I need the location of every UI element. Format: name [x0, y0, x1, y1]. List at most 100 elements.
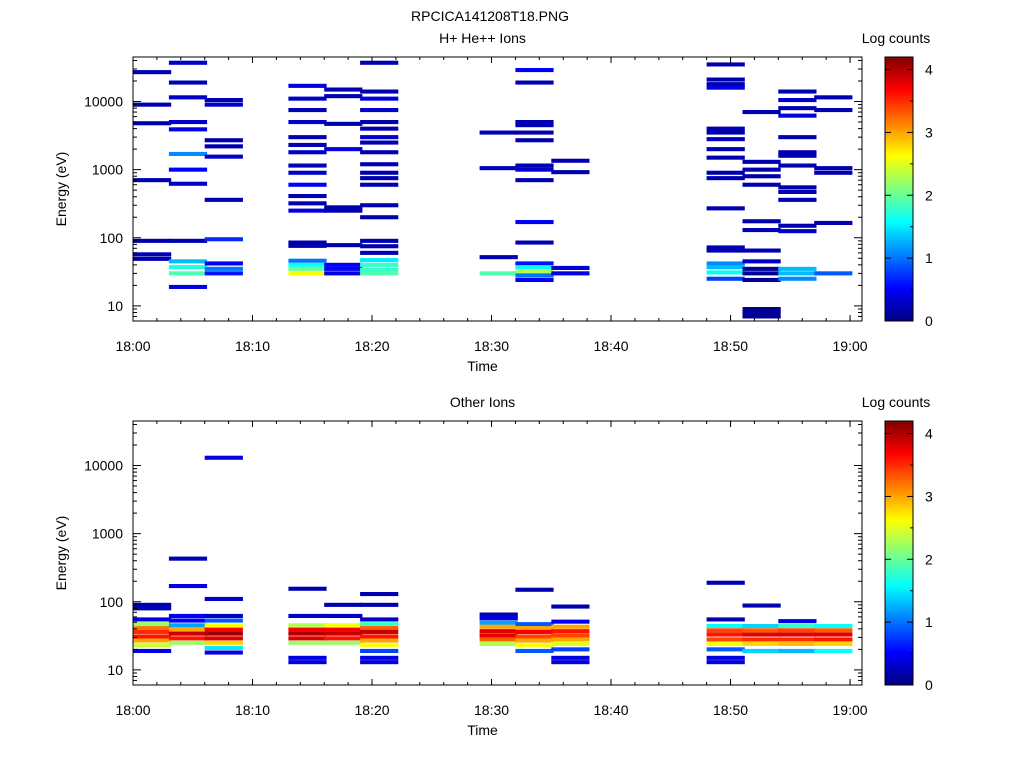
heatmap-cell	[814, 624, 853, 629]
heatmap-cell	[778, 628, 817, 633]
heatmap-cell	[515, 178, 554, 183]
heatmap-cell	[168, 181, 208, 186]
heatmap-cell	[742, 259, 781, 264]
heatmap-cell	[204, 645, 243, 650]
heatmap-cell	[204, 98, 243, 103]
heatmap-cell	[778, 106, 817, 111]
colorbar	[884, 56, 914, 322]
y-tick-label: 1000	[92, 162, 123, 178]
panel-other-ions: Other Ions 18:00 18:10 18:20 18:30 18:40 18:50…	[53, 394, 933, 738]
heatmap-cell	[551, 647, 590, 652]
heatmap-cell	[742, 624, 781, 629]
x-tick-label: 18:10	[235, 702, 270, 718]
heatmap-cell	[288, 640, 327, 645]
heatmap-cell	[324, 613, 363, 618]
heatmap-cell	[742, 174, 781, 179]
heatmap-cell	[778, 185, 817, 190]
heatmap-cell	[324, 87, 363, 92]
heatmap-cell	[814, 220, 853, 225]
heatmap-cell	[168, 238, 208, 243]
heatmap-cell	[778, 271, 817, 276]
heatmap-cell	[288, 655, 327, 660]
heatmap-cell	[706, 641, 745, 646]
heatmap-cell	[288, 83, 327, 88]
heatmap-cell	[360, 244, 399, 249]
colorbar-tick-label: 2	[925, 187, 933, 203]
colorbar-tick-label: 2	[925, 551, 933, 567]
heatmap-cell	[706, 265, 745, 270]
heatmap-cell	[288, 182, 327, 187]
heatmap-cell	[742, 110, 781, 115]
heatmap-cell	[204, 154, 243, 159]
heatmap-cell	[742, 219, 781, 224]
heatmap-cell	[168, 120, 208, 125]
heatmap-cell	[324, 147, 363, 152]
heatmap-cell	[706, 660, 745, 665]
heatmap-cell	[515, 638, 554, 643]
heatmap-cell	[706, 245, 745, 250]
heatmap-cell	[742, 648, 781, 653]
heatmap-cell	[288, 170, 327, 175]
heatmap-cell	[168, 127, 208, 132]
heatmap-cell	[706, 155, 745, 160]
heatmap-cell	[551, 629, 590, 634]
heatmap-cell	[204, 640, 243, 645]
heatmap-cell	[706, 77, 745, 82]
heatmap-cell	[778, 197, 817, 202]
heatmap-cell	[168, 95, 208, 100]
heatmap-cell	[814, 170, 853, 175]
heatmap-cell	[360, 60, 399, 65]
heatmap-cell	[324, 602, 363, 607]
heatmap-cell	[706, 624, 745, 629]
heatmap-cell	[133, 602, 172, 607]
heatmap-cell	[360, 267, 399, 272]
heatmap-cell	[288, 240, 327, 245]
heatmap-cell	[204, 271, 243, 276]
heatmap-cell	[133, 238, 172, 243]
heatmap-cell	[515, 622, 554, 627]
heatmap-cell	[288, 135, 327, 140]
colorbar	[884, 420, 914, 686]
heatmap-cell	[360, 592, 399, 597]
heatmap-cell	[360, 126, 399, 131]
heatmap-cell	[360, 89, 399, 94]
heatmap-cell	[479, 130, 518, 135]
heatmap-cell	[288, 631, 327, 636]
heatmap-cell	[360, 262, 399, 267]
heatmap-cell	[742, 271, 781, 276]
heatmap-cell	[706, 628, 745, 633]
heatmap-cell	[288, 108, 327, 113]
plot-frame	[132, 420, 863, 686]
heatmap-cell	[778, 648, 817, 653]
heatmap-cell	[778, 637, 817, 642]
heatmap-cell	[778, 113, 817, 118]
heatmap-cell	[288, 243, 327, 248]
heatmap-cell	[814, 95, 853, 100]
heatmap-cell	[168, 631, 208, 636]
x-tick-label: 18:50	[713, 702, 748, 718]
heatmap-cell	[814, 641, 853, 646]
heatmap-cell	[204, 144, 243, 149]
colorbar-tick-label: 3	[925, 488, 933, 504]
heatmap-cell	[778, 619, 817, 624]
heatmap-cell	[168, 636, 208, 641]
heatmap-cell	[814, 628, 853, 633]
heatmap-cell	[133, 638, 172, 643]
heatmap-cell	[515, 629, 554, 634]
x-axis-label: Time	[467, 722, 498, 738]
y-tick-label: 10000	[84, 458, 123, 474]
heatmap-cell	[706, 147, 745, 152]
heatmap-cell	[204, 623, 243, 628]
heatmap-cell	[706, 137, 745, 142]
heatmap-cell	[360, 140, 399, 145]
heatmap-cell	[551, 265, 590, 270]
heatmap-cell	[742, 637, 781, 642]
heatmap-cell	[168, 60, 208, 65]
x-tick-label: 18:00	[115, 338, 150, 354]
heatmap-cell	[706, 647, 745, 652]
heatmap-cell	[288, 636, 327, 641]
heatmap-cell	[515, 261, 554, 266]
heatmap-cell	[360, 271, 399, 276]
heatmap-cell	[288, 142, 327, 147]
